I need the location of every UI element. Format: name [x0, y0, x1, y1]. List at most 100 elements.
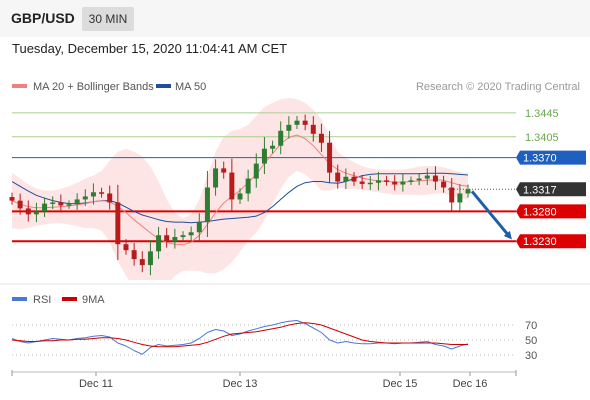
x-axis-tick-label: Dec 11 — [79, 378, 113, 390]
price-level-tag — [516, 204, 586, 219]
timestamp: Tuesday, December 15, 2020 11:04:41 AM C… — [12, 41, 288, 56]
candle — [74, 193, 80, 210]
candle — [384, 175, 390, 186]
candle — [416, 173, 422, 186]
candle — [9, 192, 15, 205]
candle — [441, 175, 447, 193]
ma50-legend-label: MA 50 — [175, 81, 206, 93]
candle — [408, 176, 414, 186]
price-level-tag — [516, 182, 586, 197]
price-level-label: 1.3280 — [523, 206, 557, 218]
candle — [278, 121, 284, 155]
x-axis-tick-label: Dec 13 — [223, 378, 258, 390]
price-label-layer: 1.3445 1.3405 1.3370 1.3317 1.3280 1.3230 — [516, 108, 586, 249]
rsi-legend-label: RSI — [33, 294, 51, 306]
candle — [50, 196, 56, 210]
ma20-legend-swatch — [12, 84, 27, 88]
candle — [17, 193, 23, 215]
price-level-label: 1.3405 — [525, 132, 559, 144]
candle — [180, 231, 186, 241]
candle — [33, 202, 39, 223]
rsi-tick-label: 70 — [525, 320, 537, 332]
price-level-label: 1.3230 — [523, 236, 557, 248]
rsi-line-layer — [11, 320, 469, 355]
candle — [172, 228, 178, 249]
candle — [449, 178, 455, 211]
candle — [58, 194, 64, 213]
ma20-legend-label: MA 20 + Bollinger Bands — [33, 81, 154, 93]
candle — [90, 183, 96, 205]
x-axis-tick-label: Dec 16 — [453, 378, 488, 390]
candle — [237, 188, 243, 205]
candle — [351, 171, 357, 186]
candle — [359, 175, 365, 189]
candle — [188, 226, 194, 241]
candle — [221, 161, 227, 179]
candle — [107, 185, 113, 210]
candle — [343, 168, 349, 190]
rsi-tick-label: 30 — [525, 350, 537, 362]
candle — [115, 184, 121, 261]
price-level-layer — [12, 112, 516, 243]
candle — [294, 116, 300, 130]
ma50-legend-swatch — [156, 84, 171, 88]
candle — [204, 170, 210, 237]
candle — [465, 184, 471, 198]
price-legend: MA 20 + Bollinger Bands MA 50 Research ©… — [12, 81, 580, 93]
projection-layer — [470, 190, 512, 240]
candle — [424, 168, 430, 186]
rsi-line — [11, 320, 469, 355]
candle — [310, 116, 316, 142]
candle — [131, 242, 137, 266]
price-level-label: 1.3370 — [523, 153, 557, 165]
rsi-grid-layer: 70 50 30 — [12, 320, 537, 362]
rsi-ma-legend-label: 9MA — [82, 294, 105, 306]
candle — [82, 189, 88, 206]
candle — [318, 123, 324, 152]
candle — [261, 137, 267, 175]
rsi-ma-line — [11, 322, 468, 348]
candle — [392, 175, 398, 191]
candle — [147, 240, 153, 276]
x-axis-layer: Dec 11 Dec 13 Dec 15 Dec 16 — [11, 370, 517, 390]
price-level-tag — [516, 234, 586, 249]
rsi-ma-legend-swatch — [62, 297, 77, 301]
candle — [164, 228, 170, 248]
candle — [229, 158, 235, 212]
candle — [270, 140, 276, 154]
candle — [286, 116, 292, 139]
candle — [400, 173, 406, 192]
candle — [156, 226, 162, 259]
interval-button[interactable]: 30 MIN — [82, 7, 134, 31]
candle — [375, 171, 381, 191]
candle — [457, 184, 463, 211]
price-level-label: 1.3317 — [523, 184, 557, 196]
candle — [327, 130, 333, 184]
candle — [196, 213, 202, 241]
candle — [245, 169, 251, 202]
symbol-title: GBP/USD — [11, 10, 75, 26]
candle — [139, 251, 145, 273]
candle — [335, 164, 341, 189]
candle — [253, 153, 259, 188]
price-level-label: 1.3445 — [525, 108, 559, 120]
price-level-tag — [516, 150, 586, 165]
candle — [99, 187, 105, 198]
rsi-legend: RSI 9MA — [12, 294, 105, 306]
rsi-legend-swatch — [12, 297, 27, 301]
rsi-tick-label: 50 — [525, 335, 537, 347]
candle — [123, 239, 129, 255]
candle — [367, 175, 373, 190]
candlestick-layer — [9, 114, 471, 276]
x-axis-tick-label: Dec 15 — [383, 378, 418, 390]
candle — [432, 166, 438, 190]
candle — [302, 114, 308, 131]
projection-arrow — [470, 190, 512, 240]
candle — [213, 159, 219, 196]
copyright-label: Research © 2020 Trading Central — [416, 81, 580, 93]
header-bar: GBP/USD 30 MIN — [0, 0, 590, 37]
candle — [25, 200, 31, 222]
candle — [66, 200, 72, 209]
candle — [42, 197, 48, 217]
